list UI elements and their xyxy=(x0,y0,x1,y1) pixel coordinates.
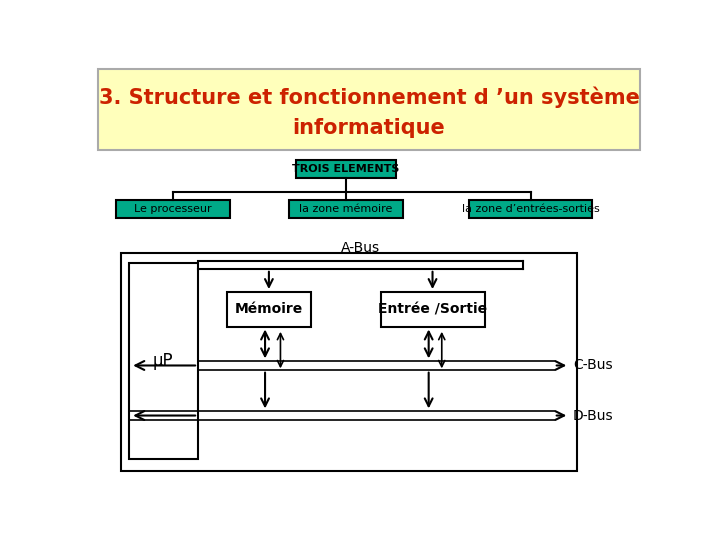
FancyBboxPatch shape xyxy=(98,69,640,150)
Text: informatique: informatique xyxy=(292,118,446,138)
Text: C-Bus: C-Bus xyxy=(573,359,613,373)
FancyBboxPatch shape xyxy=(289,200,403,218)
Text: la zone d’entrées-sorties: la zone d’entrées-sorties xyxy=(462,204,600,214)
Text: TROIS ELEMENTS: TROIS ELEMENTS xyxy=(292,164,400,174)
FancyBboxPatch shape xyxy=(381,292,485,327)
FancyBboxPatch shape xyxy=(296,159,396,178)
FancyBboxPatch shape xyxy=(227,292,311,327)
Text: la zone mémoire: la zone mémoire xyxy=(300,204,392,214)
Text: A-Bus: A-Bus xyxy=(341,241,380,255)
Text: μP: μP xyxy=(153,352,174,370)
Text: Entrée /Sortie: Entrée /Sortie xyxy=(378,302,487,316)
Text: Le processeur: Le processeur xyxy=(134,204,212,214)
Text: 3. Structure et fonctionnement d ’un système: 3. Structure et fonctionnement d ’un sys… xyxy=(99,86,639,108)
FancyBboxPatch shape xyxy=(116,200,230,218)
FancyBboxPatch shape xyxy=(129,264,198,459)
Text: D-Bus: D-Bus xyxy=(573,409,613,422)
FancyBboxPatch shape xyxy=(469,200,593,218)
FancyBboxPatch shape xyxy=(121,253,577,471)
Text: Mémoire: Mémoire xyxy=(235,302,303,316)
